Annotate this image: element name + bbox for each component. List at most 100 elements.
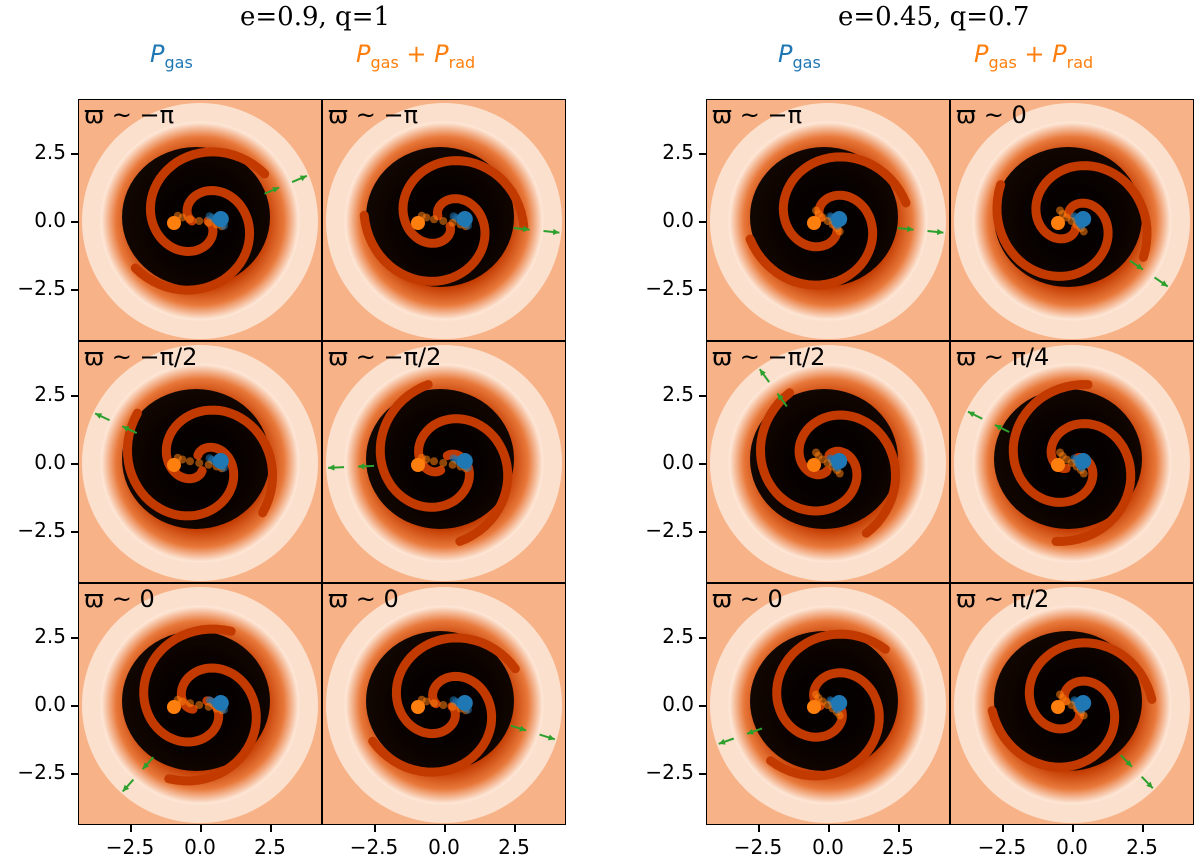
spiral-arm	[145, 147, 270, 257]
orbit-dot-rad	[178, 697, 187, 706]
velocity-arrow-head	[519, 725, 527, 732]
spiral-arm	[772, 629, 890, 742]
star-primary	[807, 458, 821, 472]
velocity-arrow-head	[547, 734, 555, 741]
x-tick-label: −2.5	[349, 835, 399, 859]
y-tick-mark	[699, 531, 706, 533]
panel-divider	[949, 99, 951, 825]
x-tick-mark	[444, 825, 446, 832]
orbit-dot-rad	[422, 697, 431, 706]
orbit-dot-rad	[439, 459, 448, 467]
spiral-arm	[1046, 419, 1136, 546]
x-tick-mark	[200, 825, 202, 832]
spiral-arm	[368, 671, 497, 777]
spiral-arm	[139, 624, 236, 747]
panel-label: ϖ ~ π/4	[956, 343, 1050, 371]
y-tick-mark	[71, 395, 78, 397]
velocity-arrow-head	[122, 426, 130, 432]
orbit-dot-rad	[178, 213, 187, 222]
y-tick-mark	[699, 773, 706, 775]
velocity-arrow-head	[1136, 263, 1143, 270]
panel-g1-r1-c0: ϖ ~ −π/2	[706, 341, 950, 583]
group-title-right: e=0.45, q=0.7	[838, 2, 1030, 32]
density-map	[950, 341, 1194, 583]
star-secondary	[456, 211, 473, 227]
orbit-dot-rad	[439, 701, 448, 709]
orbit-dot-rad	[204, 702, 213, 711]
orbit-dot-rad	[195, 701, 204, 709]
col-title-right-gasrad: Pgas + Prad	[974, 40, 1094, 72]
orbit-dot-rad	[448, 702, 457, 711]
spiral-arm	[745, 190, 878, 290]
x-tick-mark	[898, 825, 900, 832]
velocity-arrow-head	[746, 728, 754, 735]
orbit-dot-rad	[195, 217, 204, 225]
velocity-arrow-head	[1160, 280, 1168, 287]
star-secondary	[831, 453, 848, 469]
y-tick-label: 0.0	[662, 450, 694, 474]
x-tick-label: 0.0	[428, 835, 460, 859]
star-secondary	[456, 695, 473, 711]
spiral-arm	[359, 194, 490, 286]
y-tick-label: 0.0	[34, 208, 66, 232]
orbit-dot-rad	[422, 455, 431, 464]
y-tick-label: 2.5	[662, 382, 694, 406]
velocity-arrow-head	[759, 369, 766, 377]
star-primary	[411, 216, 425, 230]
x-tick-label: 0.0	[1056, 835, 1088, 859]
velocity-arrow-head	[1146, 781, 1153, 789]
spiral-arm	[391, 633, 520, 739]
x-tick-mark	[1142, 825, 1144, 832]
velocity-arrow-head	[299, 175, 307, 182]
panel-divider	[706, 582, 1194, 584]
spiral-arm	[164, 663, 261, 786]
panel-divider	[78, 582, 566, 584]
y-tick-mark	[699, 153, 706, 155]
x-tick-label: −2.5	[105, 835, 155, 859]
star-primary	[411, 700, 425, 714]
x-tick-mark	[1002, 825, 1004, 832]
star-secondary	[1075, 695, 1092, 711]
y-tick-label: 2.5	[34, 624, 66, 648]
panel-label: ϖ ~ 0	[712, 585, 783, 613]
y-tick-label: 0.0	[34, 450, 66, 474]
y-tick-mark	[71, 221, 78, 223]
panel-label: ϖ ~ 0	[328, 585, 399, 613]
density-map	[950, 583, 1194, 825]
density-map	[78, 583, 322, 825]
panel-divider	[78, 340, 566, 342]
x-tick-label: 2.5	[254, 835, 286, 859]
panel-g0-r2-c1: ϖ ~ 0	[322, 583, 566, 825]
panel-g0-r0-c1: ϖ ~ −π	[322, 99, 566, 341]
x-tick-mark	[1072, 825, 1074, 832]
y-tick-mark	[699, 705, 706, 707]
spiral-arm	[161, 405, 278, 518]
orbit-dot-rad	[422, 213, 431, 222]
velocity-arrow-head	[936, 228, 944, 235]
y-tick-label: −2.5	[645, 276, 694, 300]
y-tick-mark	[71, 637, 78, 639]
velocity-arrow-head	[328, 464, 335, 471]
panel-g0-r1-c1: ϖ ~ −π/2	[322, 341, 566, 583]
spiral-arm	[122, 408, 239, 521]
orbit-dot-rad	[178, 455, 187, 464]
y-tick-label: −2.5	[645, 760, 694, 784]
y-tick-mark	[71, 463, 78, 465]
star-primary	[1051, 216, 1065, 230]
density-map	[706, 341, 950, 583]
panel-label: ϖ ~ π/2	[956, 585, 1050, 613]
col-title-left-gas: Pgas	[150, 40, 193, 72]
y-tick-label: −2.5	[17, 276, 66, 300]
star-secondary	[1075, 211, 1092, 227]
panel-g1-r1-c1: ϖ ~ π/4	[950, 341, 1194, 583]
y-tick-label: −2.5	[17, 760, 66, 784]
orbit-dot-rad	[439, 217, 448, 225]
x-tick-label: 0.0	[812, 835, 844, 859]
velocity-arrow-head	[994, 424, 1002, 431]
group-title-left: e=0.9, q=1	[240, 2, 391, 32]
star-secondary	[212, 453, 229, 469]
y-tick-label: −2.5	[645, 518, 694, 542]
y-tick-mark	[699, 395, 706, 397]
velocity-arrow-head	[142, 762, 150, 770]
x-tick-label: −2.5	[977, 835, 1027, 859]
